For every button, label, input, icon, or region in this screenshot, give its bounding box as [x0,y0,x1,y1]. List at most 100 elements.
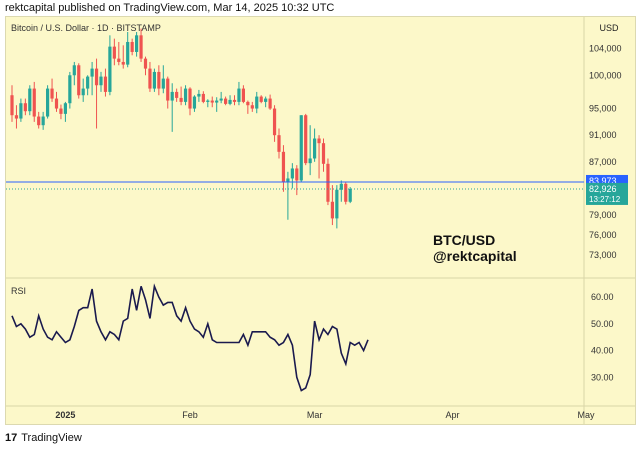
candle-body [281,151,286,182]
countdown-timer: 13:27:12 [589,195,621,204]
candle-body [259,96,263,102]
candle-body [344,183,348,202]
time-tick-label: Feb [182,410,198,420]
candle-body [268,98,272,109]
candle-body [139,35,143,59]
last-price-badge: 82,926 13:27:12 [586,182,628,205]
rsi-series-line [11,283,369,392]
candle-body [94,68,99,86]
chart-title: Bitcoin / U.S. Dollar · 1D · BITSTAMP [11,23,161,33]
candle-body [339,183,343,190]
candle-body [59,108,63,114]
candle-body [308,158,312,164]
price-tick-label: 73,000 [589,250,617,260]
price-tick-label: 79,000 [589,210,617,220]
candle-body [272,108,277,136]
candle-body [63,103,67,114]
candle-body [77,65,81,96]
candle-body [108,46,112,92]
candle-body [90,68,94,77]
candle-body [179,97,183,102]
candle-body [161,78,165,89]
rsi-label: RSI [11,286,26,296]
candle-body [250,105,254,109]
candle-body [224,98,228,104]
candle-body [152,71,156,89]
candle-body [46,88,50,117]
annotation-handle: @rektcapital [433,248,517,264]
candle-body [143,58,148,69]
candle-body [117,58,121,62]
candle-body [103,76,108,92]
candle-body [14,115,19,119]
currency-label: USD [599,23,619,33]
price-tick-label: 91,000 [589,130,617,140]
candle-body [157,71,161,89]
candle-body [264,98,268,102]
candle-body [237,88,241,102]
candle-body [326,163,330,202]
time-tick-label: 2025 [55,410,75,420]
candle-body [188,88,192,109]
candle-body [201,93,205,102]
candle-body [215,100,219,103]
last-price-value: 82,926 [589,184,617,194]
footer-brand: 17 TradingView [5,430,82,446]
candle-body [286,178,290,182]
candle-body [228,99,232,104]
candle-body [41,116,45,126]
candle-body [330,201,334,219]
price-tick-label: 104,000 [589,44,622,54]
candle-body [86,76,90,89]
rsi-tick-label: 40.00 [591,346,614,356]
candle-body [335,189,339,219]
candle-body [192,96,197,109]
candle-body [304,115,308,164]
rsi-tick-label: 50.00 [591,319,614,329]
candle-body [166,78,170,101]
publisher-line: rektcapital published on TradingView.com… [5,2,335,14]
candle-body [54,98,59,109]
candle-body [81,88,85,96]
candle-body [37,116,41,126]
price-tick-label: 100,000 [589,70,622,80]
candle-body [130,41,134,52]
candle-body [210,100,214,103]
candle-body [321,143,326,164]
candle-body [246,101,250,106]
annotation-pair: BTC/USD [433,232,495,248]
candle-body [219,98,223,101]
rsi-tick-label: 30.00 [591,372,614,382]
price-line-value: 83,973 [589,176,617,186]
candle-body [148,68,152,89]
candle-body [68,75,72,104]
time-tick-label: Apr [446,410,460,420]
rsi-tick-label: 60.00 [591,292,614,302]
candle-body [277,135,281,152]
candle-body [135,35,139,52]
candle-body [255,96,259,109]
candle-body [112,46,116,59]
candle-body [170,91,174,101]
candle-body [126,41,130,65]
candle-body [183,88,188,102]
candle-body [23,103,27,112]
candle-body [175,91,179,98]
candle-body [10,95,14,116]
chart-svg: Bitcoin / U.S. Dollar · 1D · BITSTAMP US… [6,17,635,424]
price-tick-label: 95,000 [589,104,617,114]
candle-body [232,99,237,102]
candle-body [19,103,23,119]
candle-body [121,61,125,65]
footer-brand-text: TradingView [21,432,82,444]
candle-body [317,138,321,144]
candle-body [206,100,210,102]
candle-body [290,168,294,179]
time-tick-label: May [578,410,596,420]
candle-body [50,88,54,99]
candle-body [295,168,299,181]
candle-body [348,188,352,202]
candle-body [241,88,245,102]
price-tick-label: 76,000 [589,230,617,240]
chart-panel: Bitcoin / U.S. Dollar · 1D · BITSTAMP US… [5,16,636,425]
